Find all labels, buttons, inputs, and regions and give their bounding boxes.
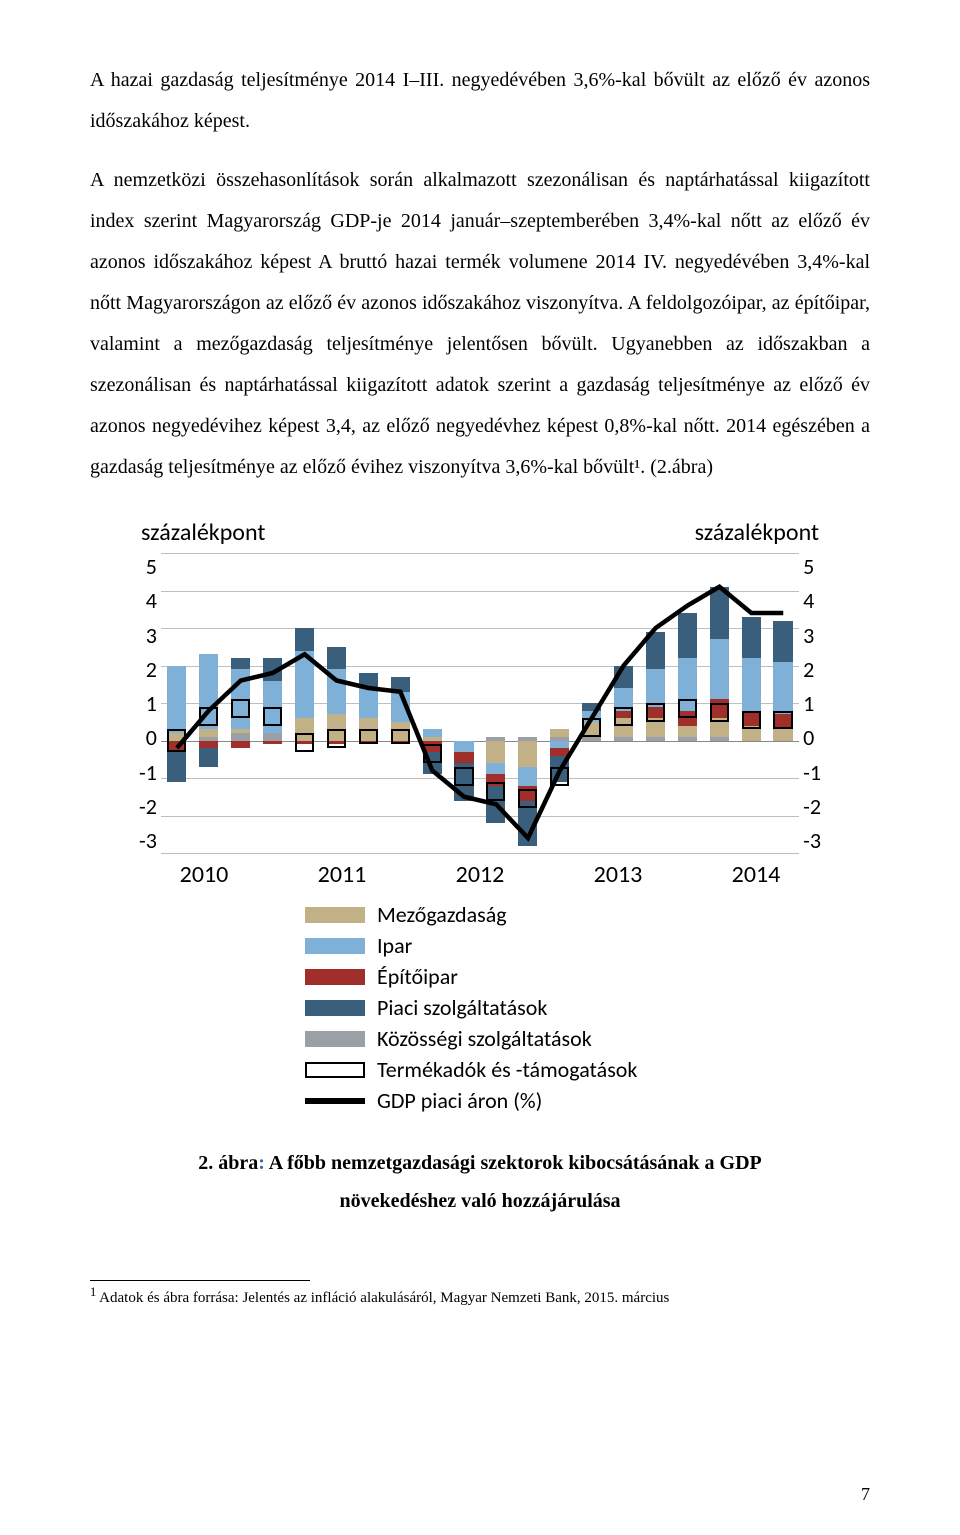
legend-label: Piaci szolgáltatások <box>377 994 547 1021</box>
legend-label: Közösségi szolgáltatások <box>377 1025 592 1052</box>
legend-item-gdp: GDP piaci áron (%) <box>305 1087 825 1114</box>
legend-label: Építőipar <box>377 963 458 990</box>
caption-label: ábra <box>218 1152 258 1174</box>
footnote-rule <box>90 1280 310 1281</box>
swatch-ipar <box>305 938 365 954</box>
y-axis-left: 543210-1-2-3 <box>135 553 161 854</box>
swatch-mezogazdasag <box>305 907 365 923</box>
swatch-kozossegi <box>305 1031 365 1047</box>
legend-item-termekadok: Termékadók és -támogatások <box>305 1056 825 1083</box>
legend-label: Mezőgazdaság <box>377 901 507 928</box>
caption-number: 2. <box>198 1152 213 1174</box>
legend-item-ipar: Ipar <box>305 932 825 959</box>
legend-label: Ipar <box>377 932 412 959</box>
caption-title-l2: növekedéshez való hozzájárulása <box>339 1190 620 1212</box>
gdp-contribution-chart: százalékpont százalékpont 543210-1-2-3 5… <box>135 518 825 1114</box>
paragraph-2: A nemzetközi összehasonlítások során alk… <box>90 160 870 488</box>
chart-legend: Mezőgazdaság Ipar Építőipar Piaci szolgá… <box>305 901 825 1114</box>
legend-item-epitoipar: Építőipar <box>305 963 825 990</box>
caption-title-l1: A főbb nemzetgazdasági szektorok kibocsá… <box>269 1152 762 1174</box>
page-number: 7 <box>861 1484 870 1505</box>
footnote-text: Adatok és ábra forrása: Jelentés az infl… <box>96 1290 669 1306</box>
swatch-termekadok <box>305 1062 365 1078</box>
y-axis-label-left: százalékpont <box>141 518 265 547</box>
swatch-gdp-line <box>305 1098 365 1104</box>
plot-area <box>161 553 799 854</box>
y-axis-label-right: százalékpont <box>695 518 819 547</box>
legend-item-kozossegi: Közösségi szolgáltatások <box>305 1025 825 1052</box>
x-axis: 20102011201220132014 <box>135 860 825 889</box>
y-axis-right: 543210-1-2-3 <box>799 553 825 854</box>
legend-label: GDP piaci áron (%) <box>377 1087 542 1114</box>
swatch-epitoipar <box>305 969 365 985</box>
paragraph-1: A hazai gazdaság teljesítménye 2014 I–II… <box>90 60 870 142</box>
figure-caption: 2. ábra: A főbb nemzetgazdasági szektoro… <box>90 1144 870 1220</box>
legend-item-piaci: Piaci szolgáltatások <box>305 994 825 1021</box>
footnote: 1 Adatok és ábra forrása: Jelentés az in… <box>90 1285 870 1307</box>
swatch-piaci <box>305 1000 365 1016</box>
legend-label: Termékadók és -támogatások <box>377 1056 637 1083</box>
legend-item-mezogazdasag: Mezőgazdaság <box>305 901 825 928</box>
